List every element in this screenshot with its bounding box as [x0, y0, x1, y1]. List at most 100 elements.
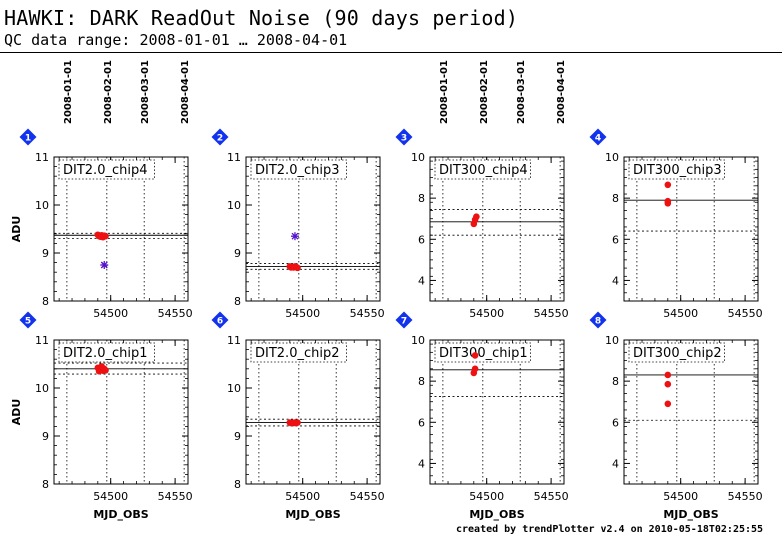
- plot-frame: [245, 156, 381, 302]
- outlier-point: [100, 261, 109, 269]
- plot-frame: [53, 339, 189, 485]
- panel-8: 8 4 6 8 10 54500 54550 DIT300_chip2 MJD_OBS: [589, 311, 763, 521]
- y-tick-label: 9: [234, 247, 241, 260]
- x-axis-label: MJD_OBS: [469, 508, 524, 521]
- x-tick-label: 54550: [534, 490, 569, 503]
- plot-frame: [623, 339, 759, 485]
- data-point: [294, 264, 301, 272]
- date-axis-label: 2008-04-01: [556, 60, 567, 124]
- panel-badge-icon: [211, 128, 229, 146]
- date-axis-label: 2008-03-01: [140, 60, 151, 124]
- x-tick-label: 54550: [350, 307, 385, 320]
- panel-label-box: [628, 342, 725, 363]
- y-tick-label: 6: [418, 233, 425, 246]
- header-divider: [0, 52, 782, 53]
- panel-2: 2 8 9 10 11 54500 54550 DIT2.0_chip3: [211, 128, 385, 320]
- panel-label: DIT2.0_chip3: [255, 163, 339, 178]
- x-tick-label: 54500: [663, 307, 698, 320]
- panel-badge-icon: [589, 311, 607, 329]
- y-tick-label: 4: [612, 274, 619, 287]
- date-axis-label: 2008-01-01: [439, 60, 450, 124]
- y-tick-label: 8: [418, 192, 425, 205]
- y-tick-label: 6: [418, 416, 425, 429]
- data-point: [664, 380, 672, 388]
- y-tick-label: 4: [418, 457, 425, 470]
- y-tick-label: 6: [612, 233, 619, 246]
- plot-frame: [53, 156, 189, 302]
- y-tick-label: 9: [42, 430, 49, 443]
- panel-number: 1: [25, 134, 31, 144]
- date-axis-label: 2008-03-01: [516, 60, 527, 124]
- y-tick-label: 9: [234, 430, 241, 443]
- plot-frame: [245, 339, 381, 485]
- x-tick-label: 54550: [534, 307, 569, 320]
- panel-label: DIT2.0_chip2: [255, 346, 339, 361]
- outlier-stroke: [291, 232, 299, 240]
- panel-label-box: [434, 342, 531, 363]
- panel-label: DIT300_chip2: [633, 346, 722, 361]
- x-tick-label: 54550: [158, 307, 193, 320]
- panel-6: 6 8 9 10 11 54500 54550 DIT2.0_chip2 MJD_OBS: [211, 311, 385, 521]
- panel-7: 7 4 6 8 10 54500 54550 DIT300_chip1 MJD_OBS: [395, 311, 569, 521]
- y-tick-label: 8: [234, 295, 241, 308]
- data-point: [473, 213, 480, 220]
- panel-label: DIT2.0_chip4: [63, 163, 147, 178]
- panel-label-box: [58, 342, 155, 363]
- date-axis-label: 2008-02-01: [479, 60, 490, 124]
- plot-frame: [623, 156, 759, 302]
- y-tick-label: 10: [35, 382, 49, 395]
- panel-1: 1 8 9 10 11 54500 54550 DIT2.0_chip4 ADU 2008-01-…: [10, 60, 193, 320]
- panel-label-box: [434, 159, 531, 180]
- x-tick-label: 54550: [158, 490, 193, 503]
- panel-badge-icon: [211, 311, 229, 329]
- panel-5: 5 8 9 10 11 54500 54550 DIT2.0_chip1 ADU MJD_OBS: [10, 311, 193, 521]
- y-tick-label: 11: [227, 334, 241, 347]
- x-tick-label: 54500: [285, 490, 320, 503]
- panel-label: DIT300_chip1: [439, 346, 528, 361]
- page-title: HAWKI: DARK ReadOut Noise (90 days perio…: [4, 6, 519, 30]
- panel-number: 7: [401, 317, 407, 327]
- y-tick-label: 4: [612, 457, 619, 470]
- panel-label-box: [58, 159, 155, 180]
- footer-credit: created by trendPlotter v2.4 on 2010-05-…: [456, 524, 764, 535]
- outlier-stroke: [100, 261, 108, 269]
- x-tick-label: 54500: [93, 490, 128, 503]
- date-axis-label: 2008-04-01: [180, 60, 191, 124]
- outlier-point: [290, 232, 299, 241]
- panel-3: 3 4 6 8 10 54500 54550 DIT300_chip4 2008-01-01 20…: [395, 60, 569, 320]
- y-tick-label: 4: [418, 274, 425, 287]
- x-tick-label: 54550: [728, 307, 763, 320]
- data-point: [471, 365, 479, 373]
- panel-label-box: [250, 159, 347, 180]
- panel-number: 8: [595, 317, 601, 327]
- y-tick-label: 8: [234, 478, 241, 491]
- panel-badge-icon: [589, 128, 607, 146]
- y-tick-label: 10: [227, 199, 241, 212]
- y-tick-label: 10: [411, 151, 425, 164]
- plot-frame: [429, 339, 565, 485]
- panel-number: 6: [217, 317, 223, 327]
- panel-number: 5: [25, 317, 31, 327]
- y-tick-label: 10: [411, 334, 425, 347]
- x-axis-label: MJD_OBS: [285, 508, 340, 521]
- data-point: [664, 371, 672, 379]
- panel-number: 4: [595, 134, 601, 144]
- data-point: [664, 181, 672, 189]
- x-tick-label: 54500: [285, 307, 320, 320]
- page-subtitle: QC data range: 2008-01-01 … 2008-04-01: [4, 31, 348, 49]
- data-point: [102, 232, 109, 240]
- data-point: [664, 199, 672, 207]
- panel-label-box: [250, 342, 347, 363]
- y-tick-label: 8: [418, 375, 425, 388]
- data-point: [471, 352, 479, 359]
- x-tick-label: 54500: [93, 307, 128, 320]
- data-point: [102, 366, 109, 374]
- y-tick-label: 6: [612, 416, 619, 429]
- panel-badge-icon: [395, 311, 413, 329]
- y-tick-label: 11: [227, 151, 241, 164]
- y-axis-label: ADU: [10, 399, 23, 426]
- x-tick-label: 54550: [728, 490, 763, 503]
- x-axis-label: MJD_OBS: [663, 508, 718, 521]
- y-tick-label: 10: [35, 199, 49, 212]
